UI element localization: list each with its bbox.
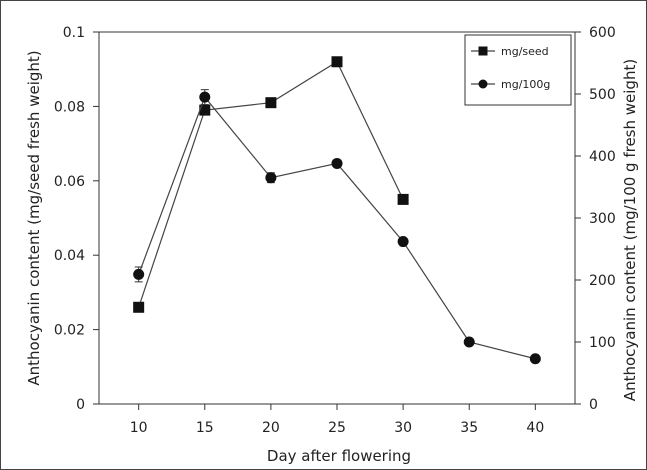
y-right-tick-label: 0 [589, 397, 598, 413]
y-right-axis-ticks: 0 100 200 300 400 500 600 [575, 25, 616, 413]
y-left-tick-label: 0.1 [63, 25, 85, 41]
data-point-mg-100g [331, 157, 343, 169]
data-point-mg-100g [199, 91, 211, 103]
x-tick-label: 15 [196, 420, 214, 436]
y-right-tick-label: 300 [589, 211, 616, 227]
x-tick-label: 30 [394, 420, 412, 436]
y-right-tick-label: 600 [589, 25, 616, 41]
y-left-tick-label: 0.06 [54, 174, 85, 190]
x-tick-label: 10 [130, 420, 148, 436]
y-right-tick-label: 100 [589, 335, 616, 351]
y-left-tick-label: 0.02 [54, 323, 85, 339]
legend: mg/seed mg/100g [464, 34, 572, 106]
y-left-axis-title: Anthocyanin content (mg/seed fresh weigh… [25, 50, 43, 385]
data-point-mg-100g [397, 236, 409, 248]
x-tick-label: 20 [262, 420, 280, 436]
legend-marker-mg-seed [478, 46, 488, 56]
data-point-mg-100g [529, 353, 541, 365]
x-tick-label: 40 [526, 420, 544, 436]
y-right-axis-title: Anthocyanin content (mg/100 g fresh weig… [621, 59, 639, 401]
x-tick-label: 25 [328, 420, 346, 436]
y-right-tick-label: 500 [589, 87, 616, 103]
data-point-mg-100g [265, 172, 277, 184]
x-axis-ticks: 10 15 20 25 30 35 40 [130, 404, 544, 436]
data-point-mg-100g [133, 268, 145, 280]
legend-marker-mg-100g [478, 79, 488, 89]
series-line-mg-100g [138, 95, 536, 360]
y-right-tick-label: 200 [589, 273, 616, 289]
data-point-mg-seed [331, 56, 343, 68]
series-group [133, 56, 541, 365]
data-point-mg-100g [463, 336, 475, 348]
y-left-tick-label: 0.08 [54, 99, 85, 115]
y-left-axis-ticks: 0 0.02 0.04 0.06 0.08 0.1 [54, 25, 99, 413]
x-tick-label: 35 [460, 420, 478, 436]
data-point-mg-seed [199, 104, 211, 116]
data-point-mg-seed [133, 301, 145, 313]
legend-label-mg-seed: mg/seed [501, 45, 549, 58]
legend-label-mg-100g: mg/100g [501, 78, 550, 91]
data-point-mg-seed [397, 193, 409, 205]
y-left-tick-label: 0 [76, 397, 85, 413]
x-axis-title: Day after flowering [267, 447, 411, 465]
data-point-mg-seed [265, 97, 277, 109]
y-left-tick-label: 0.04 [54, 248, 85, 264]
y-right-tick-label: 400 [589, 149, 616, 165]
